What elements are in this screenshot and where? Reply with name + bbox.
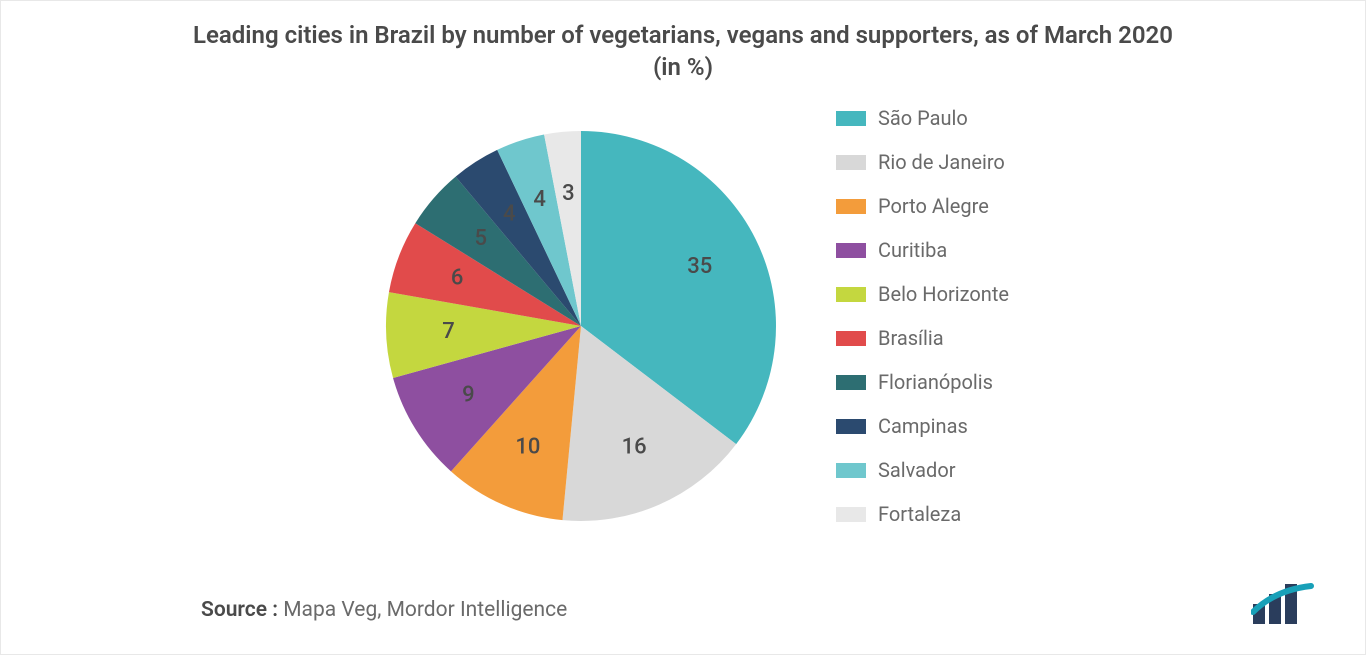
- legend-item: Porto Alegre: [836, 194, 1009, 218]
- legend-item: Salvador: [836, 458, 1009, 482]
- legend-item: Belo Horizonte: [836, 282, 1009, 306]
- slice-value-label: 4: [503, 201, 516, 226]
- slice-value-label: 9: [462, 383, 475, 408]
- legend-swatch: [836, 419, 866, 434]
- legend-label: Rio de Janeiro: [878, 150, 1005, 174]
- pie-svg: 3516109765443: [371, 116, 791, 536]
- legend-swatch: [836, 331, 866, 346]
- legend-label: Curitiba: [878, 238, 947, 262]
- slice-value-label: 7: [442, 319, 455, 344]
- legend-swatch: [836, 375, 866, 390]
- legend-swatch: [836, 199, 866, 214]
- legend-swatch: [836, 463, 866, 478]
- pie-chart: 3516109765443: [371, 116, 791, 536]
- legend-swatch: [836, 243, 866, 258]
- legend-swatch: [836, 507, 866, 522]
- legend-label: Campinas: [878, 414, 968, 438]
- slice-value-label: 4: [533, 187, 546, 212]
- legend-swatch: [836, 155, 866, 170]
- legend-item: Florianópolis: [836, 370, 1009, 394]
- legend-item: Curitiba: [836, 238, 1009, 262]
- legend-label: Salvador: [878, 458, 956, 482]
- legend-label: Belo Horizonte: [878, 282, 1009, 306]
- legend-swatch: [836, 287, 866, 302]
- legend: São Paulo Rio de Janeiro Porto Alegre Curit…: [836, 106, 1009, 526]
- legend-label: Fortaleza: [878, 502, 961, 526]
- title-line2: (in %): [31, 51, 1335, 83]
- slice-value-label: 3: [562, 181, 575, 206]
- slice-value-label: 10: [515, 434, 540, 459]
- chart-title: Leading cities in Brazil by number of ve…: [1, 19, 1365, 84]
- legend-label: Brasília: [878, 326, 944, 350]
- slice-value-label: 35: [687, 254, 712, 279]
- legend-item: Rio de Janeiro: [836, 150, 1009, 174]
- source-label: Source :: [201, 598, 278, 622]
- legend-swatch: [836, 111, 866, 126]
- legend-item: São Paulo: [836, 106, 1009, 130]
- logo-swoosh: [1253, 586, 1311, 612]
- title-line1: Leading cities in Brazil by number of ve…: [193, 21, 1173, 49]
- legend-label: São Paulo: [878, 106, 968, 130]
- brand-logo-icon: [1251, 582, 1315, 626]
- slice-value-label: 5: [475, 226, 488, 251]
- slice-value-label: 16: [622, 434, 647, 459]
- legend-item: Fortaleza: [836, 502, 1009, 526]
- source-text: Mapa Veg, Mordor Intelligence: [283, 598, 567, 622]
- slice-value-label: 6: [451, 265, 464, 290]
- source-line: Source : Mapa Veg, Mordor Intelligence: [201, 598, 567, 622]
- legend-label: Florianópolis: [878, 370, 993, 394]
- legend-item: Brasília: [836, 326, 1009, 350]
- legend-item: Campinas: [836, 414, 1009, 438]
- legend-label: Porto Alegre: [878, 194, 989, 218]
